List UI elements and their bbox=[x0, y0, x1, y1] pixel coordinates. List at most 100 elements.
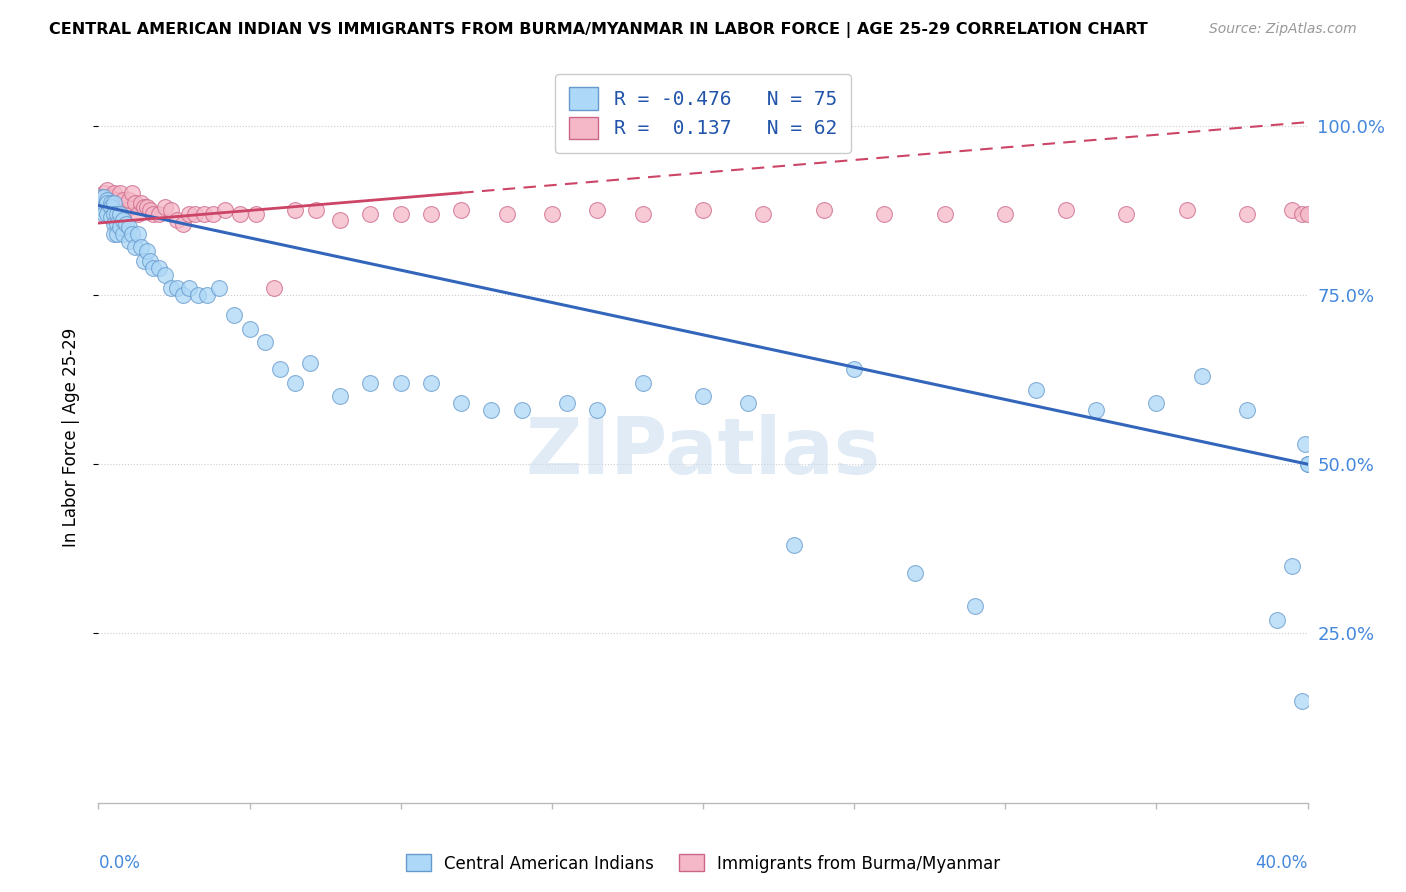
Point bbox=[103, 227, 125, 241]
Point bbox=[481, 403, 503, 417]
Point bbox=[103, 206, 125, 220]
Point bbox=[96, 200, 118, 214]
Point bbox=[360, 376, 382, 390]
Point bbox=[111, 193, 134, 207]
Point bbox=[692, 389, 714, 403]
Point bbox=[111, 227, 134, 241]
Point bbox=[93, 206, 115, 220]
Point bbox=[229, 206, 252, 220]
Point bbox=[904, 566, 927, 580]
Point bbox=[129, 240, 152, 254]
Point bbox=[93, 203, 115, 218]
Point bbox=[90, 200, 112, 214]
Point bbox=[129, 196, 152, 211]
Point bbox=[142, 206, 165, 220]
Point bbox=[193, 206, 215, 220]
Text: 0.0%: 0.0% bbox=[98, 854, 141, 872]
Point bbox=[148, 260, 170, 275]
Point bbox=[1024, 383, 1046, 397]
Point bbox=[108, 186, 131, 201]
Point bbox=[105, 206, 128, 220]
Point bbox=[1296, 457, 1319, 471]
Point bbox=[631, 206, 654, 220]
Point bbox=[1296, 206, 1319, 220]
Point bbox=[139, 203, 162, 218]
Legend: R = -0.476   N = 75, R =  0.137   N = 62: R = -0.476 N = 75, R = 0.137 N = 62 bbox=[555, 74, 851, 153]
Point bbox=[153, 200, 176, 214]
Point bbox=[90, 189, 112, 203]
Point bbox=[1236, 206, 1258, 220]
Point bbox=[105, 193, 128, 207]
Point bbox=[166, 213, 188, 227]
Point bbox=[195, 288, 218, 302]
Point bbox=[1144, 396, 1167, 410]
Point bbox=[103, 186, 125, 201]
Point bbox=[111, 213, 134, 227]
Point bbox=[360, 206, 382, 220]
Point bbox=[284, 376, 307, 390]
Point bbox=[813, 203, 835, 218]
Point bbox=[127, 206, 149, 220]
Point bbox=[389, 206, 412, 220]
Point bbox=[172, 217, 194, 231]
Legend: Central American Indians, Immigrants from Burma/Myanmar: Central American Indians, Immigrants fro… bbox=[399, 847, 1007, 880]
Point bbox=[965, 599, 987, 614]
Point bbox=[124, 196, 146, 211]
Point bbox=[108, 220, 131, 235]
Point bbox=[1281, 203, 1303, 218]
Point bbox=[105, 227, 128, 241]
Point bbox=[135, 200, 157, 214]
Point bbox=[93, 196, 115, 211]
Point bbox=[752, 206, 775, 220]
Point bbox=[1267, 613, 1289, 627]
Point bbox=[100, 200, 122, 214]
Point bbox=[1236, 403, 1258, 417]
Point bbox=[1281, 558, 1303, 573]
Point bbox=[1115, 206, 1137, 220]
Point bbox=[132, 200, 155, 214]
Point bbox=[263, 281, 285, 295]
Point bbox=[100, 210, 122, 224]
Point bbox=[114, 203, 136, 218]
Point bbox=[105, 217, 128, 231]
Point bbox=[299, 355, 322, 369]
Point bbox=[510, 403, 533, 417]
Point bbox=[124, 240, 146, 254]
Point bbox=[142, 260, 165, 275]
Point bbox=[100, 189, 122, 203]
Point bbox=[184, 206, 207, 220]
Point bbox=[1294, 437, 1316, 451]
Point bbox=[96, 193, 118, 207]
Point bbox=[172, 288, 194, 302]
Point bbox=[118, 234, 141, 248]
Point bbox=[934, 206, 956, 220]
Point bbox=[121, 227, 143, 241]
Point bbox=[127, 227, 149, 241]
Point bbox=[121, 186, 143, 201]
Point bbox=[239, 322, 262, 336]
Point bbox=[153, 268, 176, 282]
Point bbox=[555, 396, 578, 410]
Point bbox=[631, 376, 654, 390]
Point bbox=[994, 206, 1017, 220]
Point bbox=[100, 206, 122, 220]
Point bbox=[420, 206, 443, 220]
Point bbox=[90, 189, 112, 203]
Point bbox=[1296, 457, 1319, 471]
Point bbox=[108, 206, 131, 220]
Point bbox=[1191, 369, 1213, 384]
Point bbox=[166, 281, 188, 295]
Point bbox=[245, 206, 267, 220]
Point bbox=[586, 203, 609, 218]
Point bbox=[148, 206, 170, 220]
Point bbox=[844, 362, 866, 376]
Point bbox=[1085, 403, 1108, 417]
Point bbox=[1291, 694, 1313, 708]
Point bbox=[114, 217, 136, 231]
Point bbox=[1291, 206, 1313, 220]
Point bbox=[103, 217, 125, 231]
Text: ZIPatlas: ZIPatlas bbox=[526, 414, 880, 490]
Point bbox=[160, 203, 183, 218]
Point bbox=[269, 362, 291, 376]
Point bbox=[100, 196, 122, 211]
